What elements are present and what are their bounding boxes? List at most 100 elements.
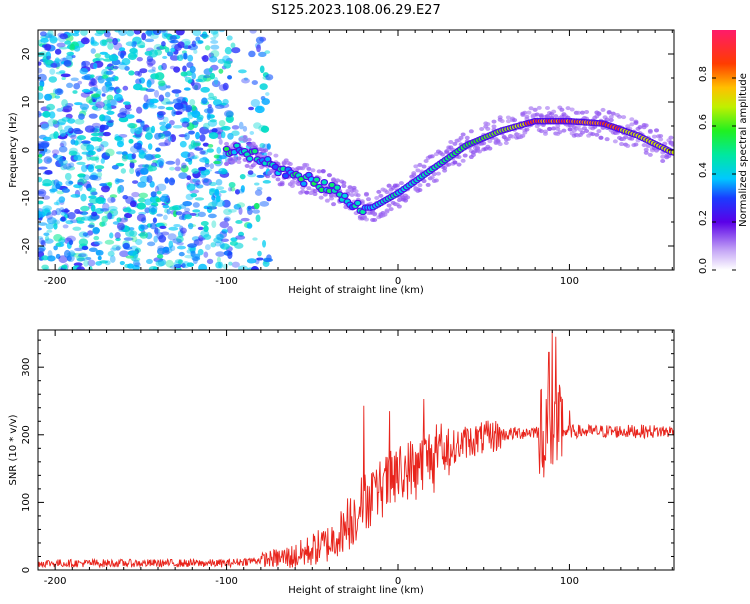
spectrogram-noise-blob [157,105,166,110]
spectrogram-noise-blob [161,62,167,71]
spectrogram-noise-blob [39,121,50,129]
spectrogram-noise-blob [70,139,76,145]
spectrogram-noise-blob [172,238,182,244]
spectrogram-noise-blob [56,158,63,162]
spectrogram-noise-blob [204,244,211,251]
spectrogram-noise-blob [131,180,139,184]
spectrogram-noise-blob [190,250,196,258]
spectrogram-halo [510,134,516,139]
spectrogram-halo [246,137,252,142]
spectrogram-noise-blob [203,122,210,130]
spectrogram-halo [366,197,372,202]
spectrogram-noise-blob [260,125,270,133]
spectrogram-noise-blob [196,114,204,120]
spectrogram-halo [452,160,458,165]
spectrogram-halo [481,141,487,146]
spectrogram-noise-blob [77,173,86,178]
spectrogram-noise-blob [87,230,94,236]
spectrogram-noise-blob [162,116,169,124]
spectrogram-halo [452,141,458,146]
spectrogram-noise-blob [74,118,85,125]
spectrogram-noise-blob [114,231,121,239]
spectrogram-halo [658,137,664,142]
spectrogram-noise-blob [82,174,90,181]
spectrogram-halo [536,105,542,110]
spectrogram-ridge [306,172,312,178]
spectrogram-noise-blob [38,222,48,226]
spectrogram-noise-blob [38,61,42,66]
spectrogram-noise-blob [114,134,120,139]
spectrogram-noise-blob [106,105,112,111]
spectrogram-noise-blob [124,114,135,119]
spectrogram-halo [423,158,429,163]
spectrogram-noise-blob [200,229,210,238]
spectrogram-noise-blob [128,138,134,144]
spectrogram-noise-blob [105,83,110,92]
spectrogram-noise-blob [65,220,74,225]
spectrogram-noise-blob [38,227,42,231]
spectrogram-noise-blob [93,62,98,70]
spectrogram-noise-blob [41,149,51,154]
spectrogram-halo [263,148,269,153]
spectrogram-noise-blob [109,255,116,263]
spectrogram-noise-blob [215,251,225,257]
spectrogram-halo [242,135,248,140]
spectrogram-noise-blob [171,89,182,94]
spectrogram-noise-blob [161,41,166,47]
spectrogram-noise-blob [64,40,72,45]
spectrogram-noise-blob [46,217,57,225]
spectrogram-noise-blob [139,231,149,239]
spectrogram-noise-blob [91,77,96,86]
spectrogram-noise-blob [121,154,128,162]
spectrogram-halo [265,174,271,179]
spectrogram-noise-blob [231,125,240,130]
spectrogram-noise-blob [80,193,87,202]
spectrogram-halo [376,189,382,194]
spectrogram-noise-blob [65,54,74,60]
spectrogram-noise-blob [216,146,222,154]
spectrogram-noise-blob [214,241,221,247]
spectrogram-noise-blob [136,202,147,210]
spectrogram-noise-blob [148,266,159,270]
spectrogram-noise-blob [75,136,82,145]
spectrogram-halo [584,109,590,114]
spectrogram-noise-blob [214,188,220,197]
spectrogram-noise-blob [190,193,198,198]
spectrogram-noise-blob [80,140,91,145]
spectrogram-noise-blob [144,132,153,140]
spectrogram-noise-blob [73,30,80,34]
spectrogram-halo [544,114,550,119]
spectrogram-noise-blob [184,214,192,220]
spectrogram-noise-blob [41,208,50,217]
spectrogram-noise-blob [38,189,47,197]
spectrogram-noise-blob [202,142,209,147]
spectrogram-halo [647,128,653,133]
spectrogram-halo [347,185,353,190]
spectrogram-halo [505,115,511,120]
spectrogram-halo [658,133,664,138]
spectrogram-noise-blob [169,134,177,143]
spectrogram-noise-blob [253,202,260,210]
spectrogram-noise-blob [105,148,115,157]
spectrogram-noise-blob [76,220,85,224]
spectrogram-noise-blob [238,188,245,194]
spectrogram-noise-blob [211,220,217,228]
spectrogram-noise-blob [106,94,114,101]
spectrogram-halo [363,217,369,222]
spectrogram-noise-blob [77,135,87,141]
spectrogram-noise-blob [85,96,93,104]
spectrogram-noise-blob [135,238,143,246]
spectrogram-halo [279,182,285,187]
spectrogram-noise-blob [262,180,272,184]
spectrogram-noise-blob [222,82,229,91]
spectrogram-noise-blob [172,125,183,129]
spectrogram-noise-blob [94,32,103,37]
spectrogram-noise-blob [234,242,244,249]
spectrogram-noise-blob [251,80,258,85]
spectrogram-halo [538,129,544,134]
spectrogram-noise-blob [213,154,221,159]
spectrogram-noise-blob [66,54,73,62]
spectrogram-noise-blob [65,165,76,171]
spectrogram-noise-blob [88,247,98,253]
spectrogram-noise-blob [192,256,198,265]
